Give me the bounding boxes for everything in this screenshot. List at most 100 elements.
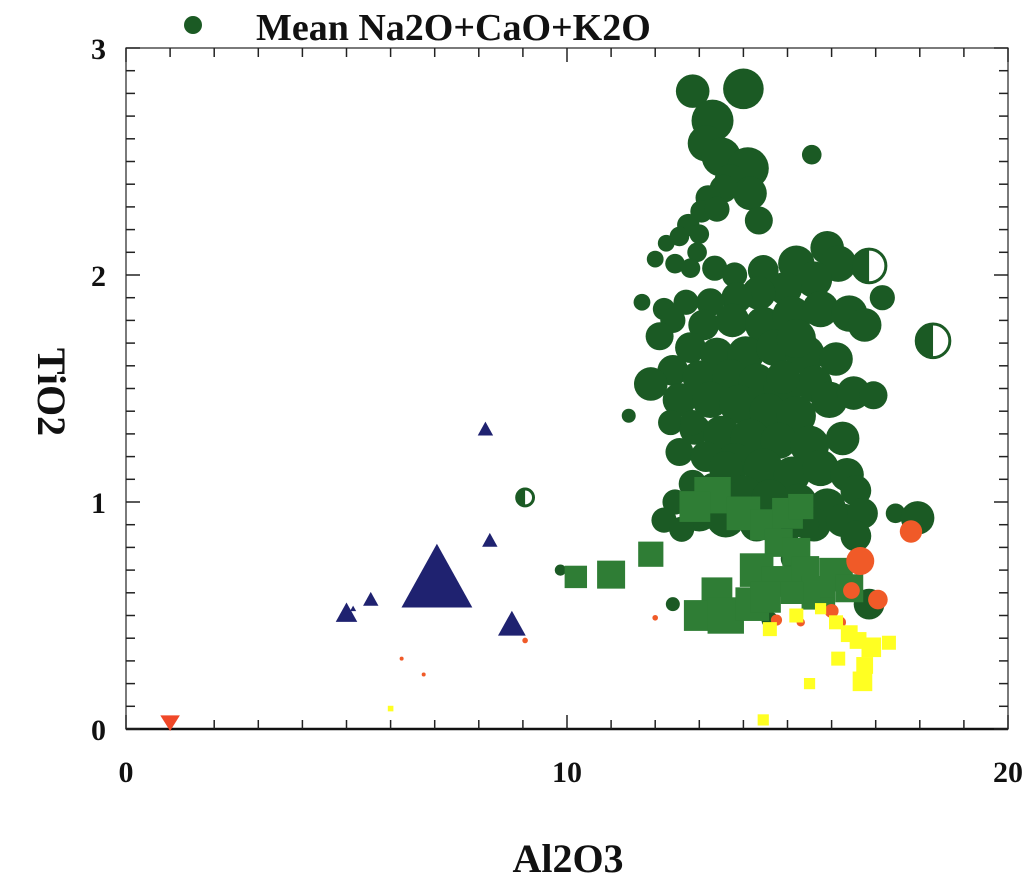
data-point-square [861, 637, 882, 658]
data-point-circle [859, 381, 888, 410]
data-point-square [831, 651, 846, 666]
data-point-circle [824, 603, 839, 618]
data-point-circle [868, 589, 888, 610]
data-point-circle [749, 393, 786, 430]
data-point-circle [675, 74, 710, 108]
data-point-circle [719, 384, 759, 424]
data-point-circle [819, 342, 853, 376]
legend-marker-circle [184, 16, 202, 34]
x-tick-label: 20 [993, 756, 1023, 789]
data-point-circle [801, 144, 822, 165]
data-point-square [852, 671, 873, 692]
data-point-circle [840, 520, 872, 552]
data-point-circle [633, 293, 651, 311]
data-point-circle [846, 547, 875, 576]
y-tick-label: 2 [91, 260, 106, 293]
data-point-circle [633, 367, 668, 401]
x-tick-label: 0 [119, 756, 134, 789]
data-point-circle [680, 258, 701, 278]
data-point-circle [399, 656, 404, 661]
legend: Mean Na2O+CaO+K2O [184, 7, 651, 49]
x-tick-label: 10 [552, 756, 582, 789]
data-point-circle [658, 409, 684, 436]
data-point-circle [421, 672, 426, 677]
data-point-circle [847, 308, 882, 342]
data-point-triangle [482, 532, 498, 547]
data-point-square [780, 581, 804, 604]
plot-axes: 0 10 20 0 1 2 3 [91, 33, 1023, 789]
data-point-square [564, 565, 588, 589]
legend-label: Mean Na2O+CaO+K2O [256, 7, 651, 49]
data-point-square [881, 635, 896, 650]
data-point-half-circle [515, 487, 536, 508]
data-point-half-circle [914, 322, 952, 360]
data-point-square [638, 541, 664, 567]
y-tick-label: 3 [91, 33, 106, 66]
data-point-circle [825, 421, 860, 456]
data-point-circle [843, 582, 860, 599]
data-point-circle [708, 451, 743, 485]
data-point-square [757, 714, 769, 726]
data-point-half-circle [850, 247, 888, 285]
data-point-circle [692, 381, 729, 419]
data-point-square [788, 493, 814, 520]
data-point-triangle-down [160, 715, 180, 732]
data-point-square [762, 622, 777, 637]
data-point-circle [733, 176, 767, 211]
data-point-triangle [498, 610, 526, 636]
data-point-circle [688, 309, 720, 341]
data-point-circle [689, 224, 710, 244]
data-point-circle [669, 226, 690, 247]
data-point-triangle [477, 421, 494, 436]
data-point-square [803, 678, 816, 690]
data-point-circle [776, 318, 816, 359]
y-axis-title: TiO2 [29, 348, 74, 436]
data-point-circle [885, 503, 906, 524]
data-point-circle [665, 597, 680, 612]
data-point-circle [802, 449, 839, 487]
data-point-circle [869, 285, 895, 311]
data-point-circle [665, 253, 685, 274]
data-point-circle [675, 332, 706, 364]
x-axis-title: Al2O3 [512, 836, 623, 876]
data-marks [160, 68, 952, 732]
data-point-circle [645, 322, 674, 351]
data-point-circle [744, 206, 773, 235]
data-point-circle [522, 637, 528, 644]
data-point-square [829, 615, 844, 630]
data-point-triangle [401, 543, 473, 608]
data-point-circle [687, 242, 707, 263]
data-point-circle [702, 255, 728, 281]
data-point-circle [721, 262, 748, 288]
data-point-circle [665, 438, 694, 467]
data-point-circle [662, 383, 697, 417]
data-point-circle [795, 261, 833, 298]
data-point-triangle [335, 602, 358, 622]
data-point-square [387, 705, 394, 712]
data-point-circle [715, 303, 750, 338]
data-point-circle [743, 448, 783, 488]
data-point-circle [652, 614, 658, 621]
data-point-square [679, 491, 711, 522]
data-point-square [856, 657, 874, 674]
data-point-triangle [363, 591, 379, 606]
data-point-circle [696, 288, 725, 317]
data-point-circle [673, 289, 699, 315]
data-point-circle [704, 196, 730, 222]
data-point-circle [766, 360, 800, 394]
data-point-circle [646, 250, 664, 268]
data-point-triangle [350, 605, 357, 612]
data-point-circle [657, 234, 675, 252]
data-point-square [750, 581, 781, 613]
data-point-square [789, 608, 804, 623]
data-point-circle [669, 516, 695, 542]
data-point-circle [680, 409, 706, 436]
data-point-square [597, 560, 626, 589]
data-point-circle [773, 456, 811, 493]
data-point-circle [802, 290, 839, 328]
data-point-circle [723, 68, 764, 110]
data-point-circle [621, 408, 636, 423]
data-point-circle [899, 520, 923, 543]
y-tick-label: 1 [91, 487, 106, 520]
